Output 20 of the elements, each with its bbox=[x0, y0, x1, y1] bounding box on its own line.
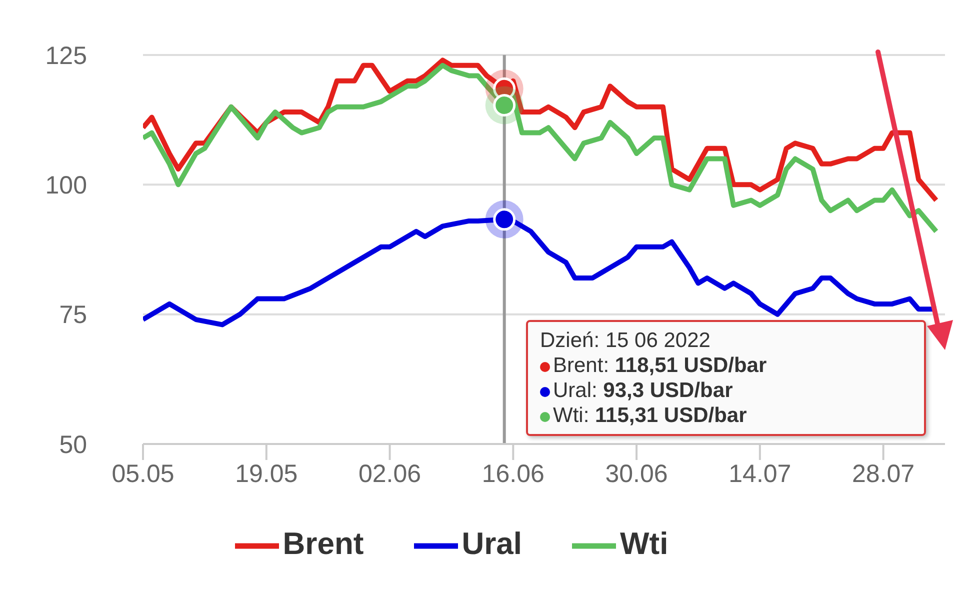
point bbox=[485, 200, 524, 238]
x-tick-label: 14.07 bbox=[728, 460, 792, 488]
y-tick-label: 50 bbox=[59, 430, 87, 459]
x-tick-label: 02.06 bbox=[358, 460, 422, 488]
x-tick-label: 19.05 bbox=[235, 460, 298, 488]
x-tick-label: 30.06 bbox=[605, 460, 668, 488]
annotation: Wti: 115,31 USD/bar bbox=[553, 404, 747, 427]
legend-label: Brent bbox=[282, 526, 364, 562]
point bbox=[485, 86, 524, 124]
annotation: Dzień: 15 06 2022 bbox=[540, 329, 710, 352]
y-tick-label: 100 bbox=[45, 172, 87, 200]
x-tick-label: 16.06 bbox=[482, 460, 544, 488]
annotation: Brent: 118,51 USD/bar bbox=[553, 354, 767, 377]
y-tick-label: 75 bbox=[59, 301, 87, 330]
x-tick-label: 28.07 bbox=[852, 460, 915, 488]
annotation: Ural: 93,3 USD/bar bbox=[553, 379, 733, 402]
legend-label: Wti bbox=[620, 526, 668, 562]
legend-label: Ural bbox=[462, 526, 522, 562]
x-tick-label: 05.05 bbox=[112, 460, 174, 488]
y-tick-label: 125 bbox=[45, 42, 87, 70]
